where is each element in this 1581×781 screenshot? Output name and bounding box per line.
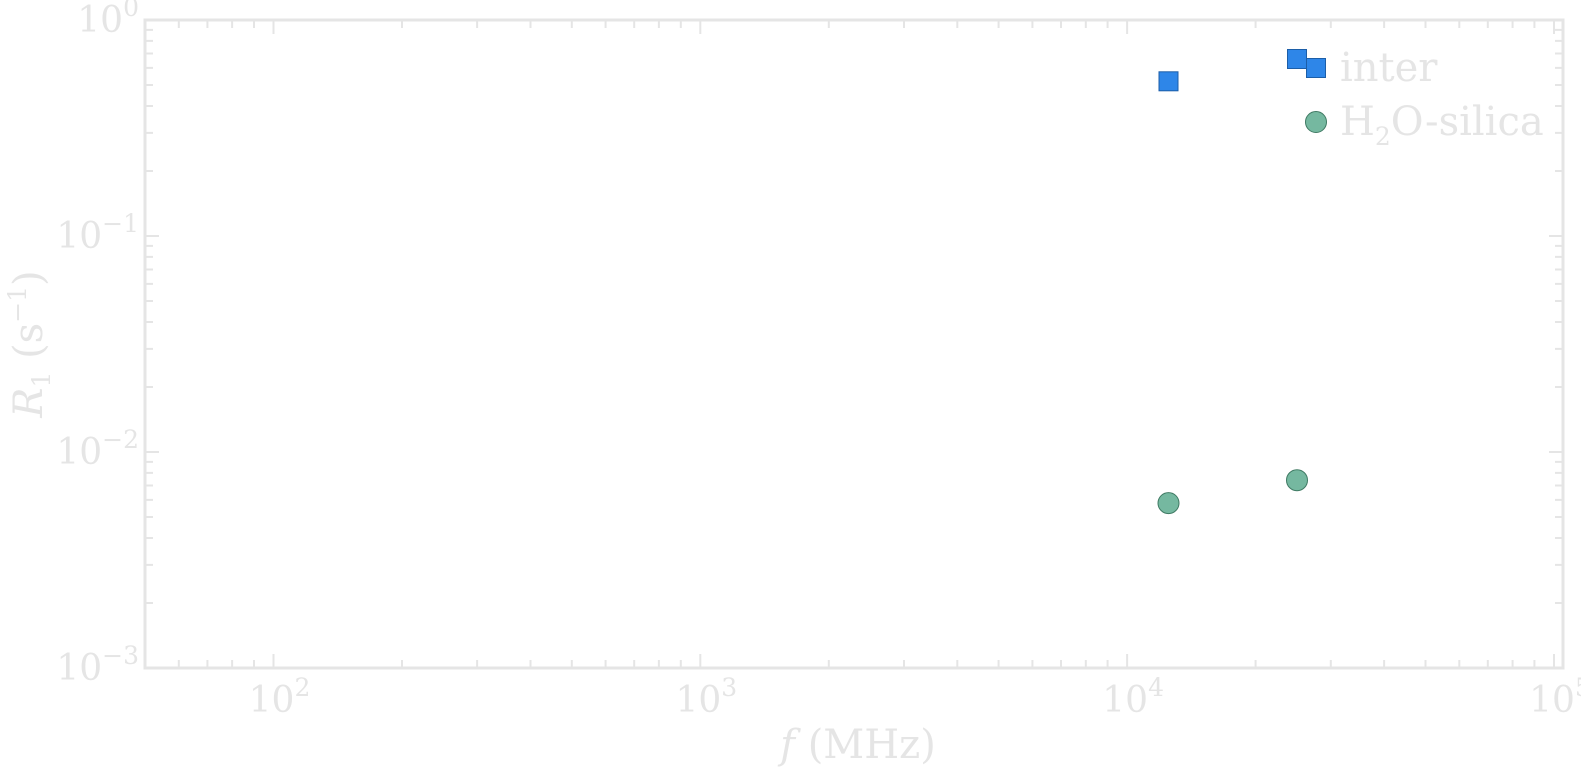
y-tick-label: 10−3 bbox=[56, 641, 139, 689]
legend-marker-shape bbox=[1306, 58, 1326, 78]
legend: inter H2O-silica bbox=[1305, 45, 1544, 151]
legend-marker-shape bbox=[1305, 111, 1327, 133]
x-tick-label: 102 bbox=[249, 673, 311, 721]
axis-ticks bbox=[144, 19, 1563, 669]
data-point-inter bbox=[1158, 71, 1179, 92]
y-tick-label: 10−2 bbox=[56, 425, 139, 473]
data-point-h2o-silica bbox=[1286, 469, 1308, 492]
legend-marker-h2o-silica bbox=[1305, 111, 1327, 133]
y-axis-title: R1 (s−1) bbox=[3, 270, 56, 418]
plot-border bbox=[143, 18, 1565, 670]
legend-marker-inter bbox=[1306, 58, 1326, 78]
y-tick-label: 100 bbox=[77, 0, 139, 41]
x-axis-title: f (MHz) bbox=[777, 722, 936, 768]
data-point-inter bbox=[1287, 49, 1307, 69]
y-tick-label: 10−1 bbox=[56, 209, 139, 257]
tick-labels: 102 103 104 105 100 10−1 10−2 10−3 bbox=[56, 0, 1581, 721]
legend-label-inter: inter bbox=[1340, 45, 1438, 91]
data-point-h2o-silica bbox=[1157, 492, 1180, 515]
x-tick-label: 104 bbox=[1102, 673, 1164, 721]
x-tick-label: 103 bbox=[675, 673, 737, 721]
plot-frame bbox=[143, 18, 1565, 670]
data-points bbox=[1157, 49, 1308, 515]
x-tick-label: 105 bbox=[1529, 673, 1581, 721]
legend-label-h2o-silica: H2O-silica bbox=[1340, 99, 1544, 151]
